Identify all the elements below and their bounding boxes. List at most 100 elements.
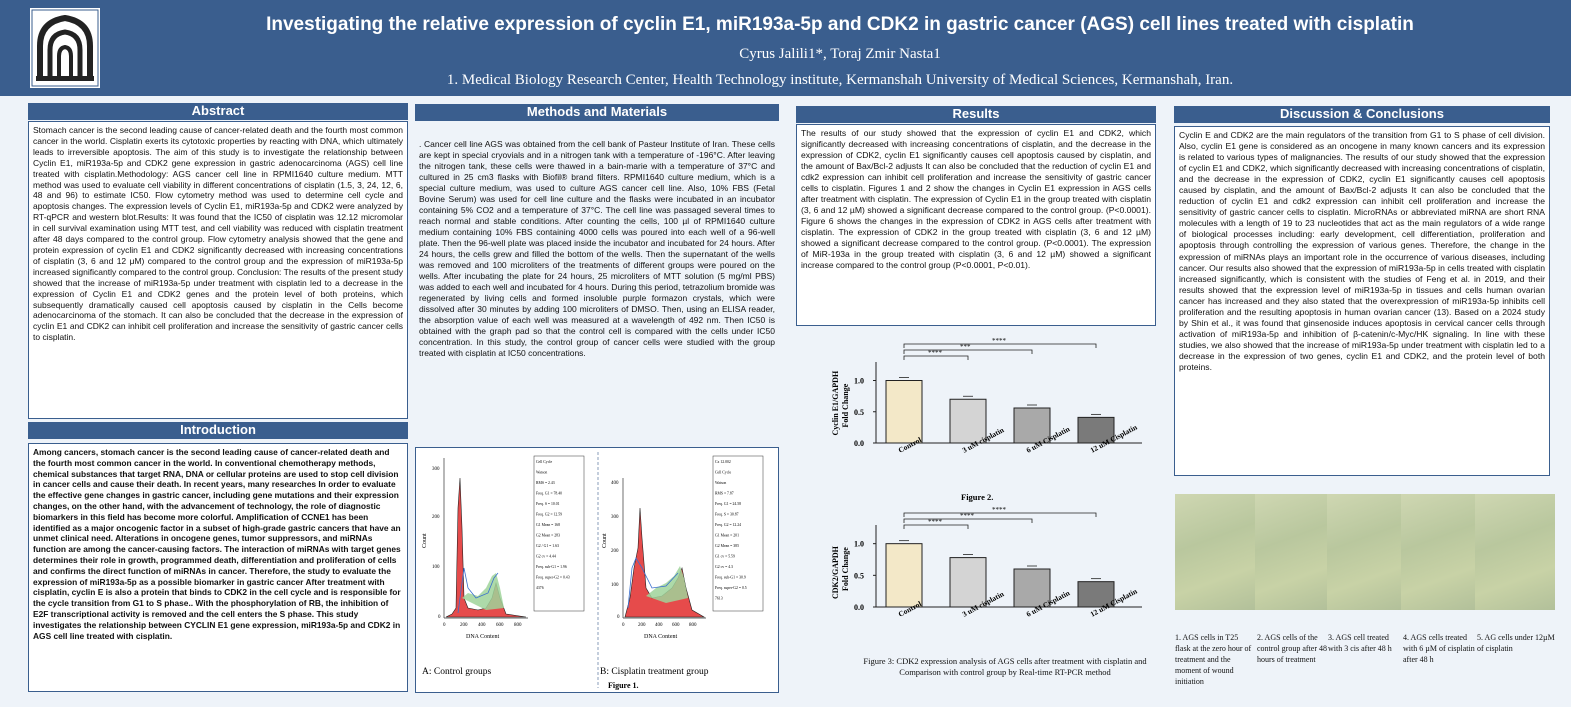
y-axis-label-line1: Cyclin E1/GAPDH — [831, 370, 840, 435]
poster-authors: Cyrus Jalili1*, Toraj Zmir Nasta1 — [739, 46, 941, 62]
bar — [949, 557, 987, 608]
figure1-histograms: DNA Content Count 300 200 100 0 0 200 40… — [422, 452, 764, 690]
stat-line: Freq. S = 10.01 — [536, 502, 560, 506]
fig1a-xtick-2: 400 — [478, 623, 486, 628]
methods-text: . Cancer cell line AGS was obtained from… — [419, 139, 775, 358]
abstract-text: Stomach cancer is the second leading cau… — [28, 121, 408, 419]
university-logo — [30, 8, 100, 88]
significance-stars: **** — [960, 512, 975, 520]
stat-line: Freq. sub-G1 = 30.9 — [715, 576, 746, 580]
stat-line: Freq. G2 = 12.59 — [536, 513, 562, 517]
microscopy-image-5 — [1475, 494, 1555, 610]
significance-stars: **** — [928, 349, 943, 357]
y-tick-label: 0.5 — [854, 571, 864, 580]
y-axis-label: CDK2/GAPDHFold Change — [831, 545, 850, 599]
stat-line: Cell Cycle — [715, 471, 731, 475]
microscopy-image-1 — [1175, 494, 1255, 610]
stat-line: Freq. sub-G1 = 1.96 — [536, 565, 567, 569]
y-axis-label: Cyclin E1/GAPDHFold Change — [831, 370, 850, 435]
significance-bracket — [903, 512, 1097, 517]
fig1a-ytick-0: 300 — [432, 467, 440, 472]
figure1-caption: Figure 1. — [608, 681, 639, 690]
discussion-text: Cyclin E and CDK2 are the main regulator… — [1174, 126, 1550, 476]
microscopy-strip: 1. AGS cells in T25 flask at the zero ho… — [1175, 484, 1563, 704]
introduction-text: Among cancers, stomach cancer is the sec… — [28, 443, 408, 692]
logo-arches-icon — [31, 9, 99, 87]
results-text: The results of our study showed that the… — [796, 124, 1156, 326]
stat-line: Freq. super-G2 = 0.5 — [715, 586, 747, 590]
figure3-caption: Figure 3: CDK2 expression analysis of AG… — [863, 656, 1147, 677]
y-axis-label-line1: CDK2/GAPDH — [831, 545, 840, 599]
significance-stars: **** — [992, 506, 1007, 514]
fig1b-ytick-4: 0 — [617, 615, 620, 620]
bar — [1013, 407, 1051, 444]
stat-line: G1 cv = 5.59 — [715, 555, 735, 559]
fig1a-ytick-3: 0 — [438, 615, 441, 620]
bar — [949, 398, 987, 444]
stat-line: Freq. super-G2 = 0.43 — [536, 576, 570, 580]
stat-line: 4376 — [536, 586, 544, 590]
fig1b-ytick-2: 200 — [611, 549, 619, 554]
stat-line: Cell Cycle — [536, 460, 552, 464]
fig1-panel-a-label: A: Control groups — [422, 667, 491, 677]
abstract-heading: Abstract — [28, 103, 408, 120]
significance-stars: **** — [992, 337, 1007, 345]
fig1a-xtick-4: 800 — [514, 623, 522, 628]
y-axis-label-line2: Fold Change — [841, 547, 850, 591]
poster-header — [0, 0, 1571, 96]
poster-affiliation: 1. Medical Biology Research Center, Heal… — [446, 72, 1234, 88]
stat-line: G2 Mean = 283 — [536, 534, 560, 538]
stat-line: Freq. G2 = 12.24 — [715, 523, 741, 527]
y-tick-label: 0.0 — [854, 439, 864, 448]
discussion-heading: Discussion & Conclusions — [1174, 106, 1550, 123]
stat-line: G2 cv = 4.3 — [715, 565, 733, 569]
y-tick-label: 1.0 — [854, 377, 864, 386]
figure3-panel: 1.0 0.5 0.0 CDK2/GAPDHFold Change Control 3 u… — [796, 505, 1156, 650]
fig1b-xtick-1: 200 — [638, 623, 646, 628]
fig1b-xtick-2: 400 — [655, 623, 663, 628]
significance-bracket — [903, 349, 1033, 354]
microscopy-caption-3: 3. AGS cell treated with 3 cis after 48 … — [1328, 633, 1392, 653]
fig1a-xtick-1: 200 — [460, 623, 468, 628]
significance-bracket — [903, 343, 1097, 348]
fig1b-xlabel: DNA Content — [644, 634, 678, 640]
bar — [885, 543, 923, 608]
bar — [1077, 416, 1115, 444]
y-tick-label: 1.0 — [854, 540, 864, 549]
microscopy-caption-1: 1. AGS cells in T25 flask at the zero ho… — [1175, 633, 1252, 686]
introduction-heading: Introduction — [28, 422, 408, 439]
results-heading: Results — [796, 106, 1156, 123]
stat-line: Freq. S = 30.87 — [715, 513, 739, 517]
fig1b-xtick-4: 800 — [689, 623, 697, 628]
stat-line: RMS = 7.87 — [715, 492, 734, 496]
stat-line: Freq. G1 = 24.58 — [715, 502, 741, 506]
figure2-caption: Figure 2. — [961, 492, 993, 502]
fig1a-xtick-0: 0 — [443, 623, 446, 628]
significance-stars: *** — [960, 343, 971, 351]
fig1a-ylabel: Count — [422, 533, 428, 548]
y-axis-label-line2: Fold Change — [841, 383, 850, 427]
stat-line: G2 cv = 4.44 — [536, 555, 556, 559]
stat-line: G1 Mean = 168 — [536, 523, 560, 527]
histogram-control: DNA Content Count 300 200 100 0 0 200 40… — [422, 455, 585, 677]
fig1a-xlabel: DNA Content — [466, 634, 500, 640]
microscopy-caption-4: 4. AGS cells treated with 6 µM of cispla… — [1403, 633, 1475, 664]
figure1-panel: DNA Content Count 300 200 100 0 0 200 40… — [415, 447, 779, 693]
stat-line: Watson — [536, 471, 547, 475]
fig1b-xtick-0: 0 — [622, 623, 625, 628]
microscopy-caption-2: 2. AGS cells of the control group after … — [1257, 633, 1327, 664]
bar — [1077, 581, 1115, 608]
fig1a-ytick-2: 100 — [432, 565, 440, 570]
stat-line: G2 / G1 = 1.63 — [536, 544, 559, 548]
significance-bracket — [903, 355, 969, 360]
fig1b-ytick-1: 300 — [611, 515, 619, 520]
y-tick-label: 0.0 — [854, 603, 864, 612]
stat-line: G1 Mean = 201 — [715, 534, 739, 538]
significance-bracket — [903, 524, 969, 529]
poster-title: Investigating the relative expression of… — [266, 14, 1414, 35]
bar — [1013, 568, 1051, 608]
stat-line: Watson — [715, 481, 726, 485]
methods-heading: Methods and Materials — [415, 104, 779, 121]
stat-line: Freq. G1 = 78.40 — [536, 492, 562, 496]
